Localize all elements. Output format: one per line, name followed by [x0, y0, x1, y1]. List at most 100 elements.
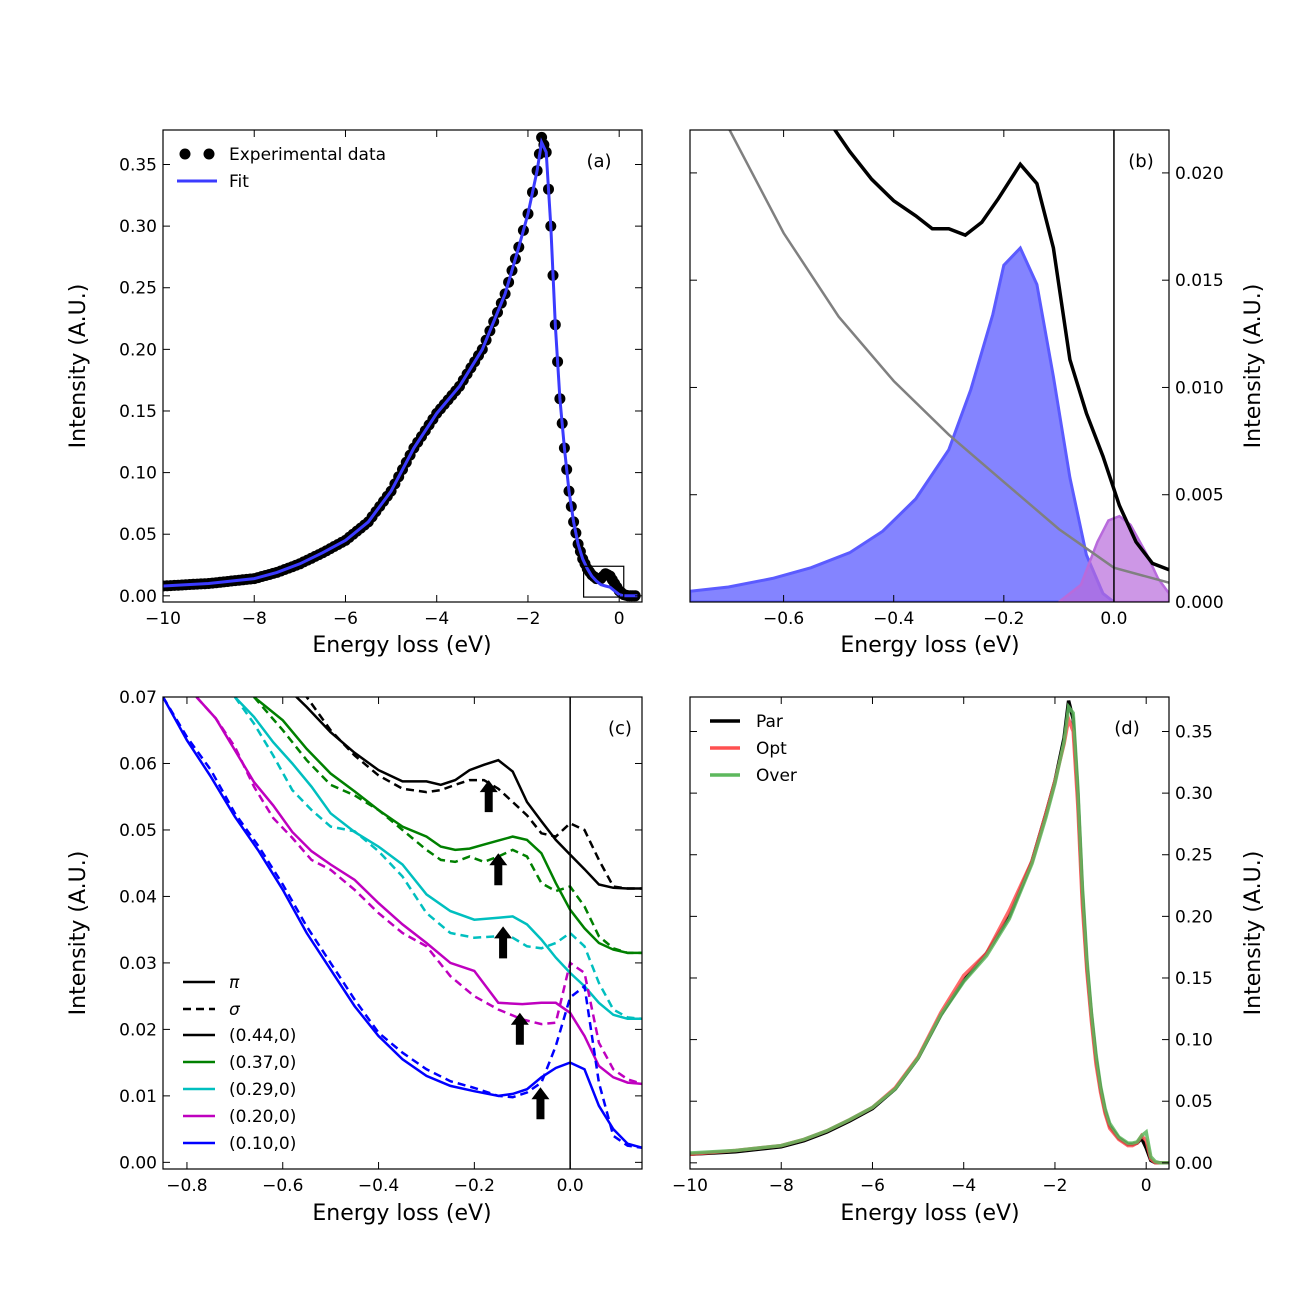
- series-line-sigma: [195, 697, 642, 1086]
- series-line-sigma: [304, 697, 642, 890]
- x-tick-label: 0.0: [557, 1176, 584, 1196]
- y-tick-label: 0.02: [119, 1020, 157, 1040]
- y-tick-label: 0.07: [119, 688, 157, 708]
- panel-b: −0.6 −0.4 −0.2 0.0 0.000 0.005 0.010 0.015 0.020…: [689, 129, 1266, 658]
- legend-label-sigma: σ: [229, 1000, 241, 1020]
- peak-arrow-icon: [489, 853, 508, 886]
- peak-arrow-icon: [494, 926, 513, 959]
- panel-b-frame: [689, 129, 1170, 603]
- y-tick-label: 0.35: [1175, 723, 1213, 743]
- legend-label-pi: π: [229, 973, 240, 993]
- x-tick-label: −10: [672, 1176, 708, 1196]
- panel-a-ylabel: Intensity (A.U.): [66, 284, 91, 449]
- x-tick-label: −0.4: [873, 609, 914, 629]
- y-tick-label: 0.35: [119, 156, 157, 176]
- series-line-pi: [253, 697, 642, 955]
- panel-c-ylabel: Intensity (A.U.): [66, 851, 91, 1016]
- x-tick-label: −0.6: [763, 609, 804, 629]
- y-tick-label: 0.00: [1175, 1154, 1213, 1174]
- legend-label-010: (0.10,0): [229, 1134, 296, 1154]
- y-tick-label: 0.00: [119, 1153, 157, 1173]
- y-tick-label: 0.05: [119, 525, 157, 545]
- panel-c-frame: [162, 696, 643, 1170]
- y-tick-label: 0.10: [119, 464, 157, 484]
- panel-d-xlabel: Energy loss (eV): [840, 1201, 1019, 1226]
- series-area-peak: [690, 245, 1115, 602]
- panel-a: −10 −8 −6 −4 −2 0 0.00 0.05 0.10 0.15 0.20 0.25 0.30…: [66, 129, 643, 658]
- panel-b-ylabel: Intensity (A.U.): [1241, 284, 1266, 449]
- y-tick-label: 0.15: [1175, 969, 1213, 989]
- x-tick-label: −0.4: [358, 1176, 399, 1196]
- y-tick-label: 0.010: [1175, 378, 1224, 398]
- panel-d-frame: [689, 696, 1170, 1170]
- x-tick-label: −8: [769, 1176, 794, 1196]
- panel-d-legend: Par Opt Over: [710, 712, 797, 786]
- x-tick-label: −0.2: [454, 1176, 495, 1196]
- panel-b-label: (b): [1128, 151, 1153, 172]
- series-line-pi: [195, 697, 642, 1086]
- panel-b-xlabel: Energy loss (eV): [840, 633, 1019, 658]
- panel-d: −10 −8 −6 −4 −2 0 0.00 0.05 0.10 0.15 0.20 0.25 0.30…: [672, 696, 1266, 1226]
- series-line-fit: [163, 137, 638, 598]
- legend-label-opt: Opt: [756, 739, 787, 759]
- series-line-sigma: [253, 697, 642, 955]
- peak-arrow-icon: [479, 780, 498, 813]
- x-tick-label: −4: [424, 609, 449, 629]
- y-tick-label: 0.15: [119, 402, 157, 422]
- panel-c: −0.8 −0.6 −0.4 −0.2 0.0 0.00 0.01 0.02 0.03 0.04 0…: [66, 688, 643, 1226]
- series-line-pi: [163, 697, 642, 1149]
- legend-label-020: (0.20,0): [229, 1107, 296, 1127]
- x-tick-label: −6: [333, 609, 358, 629]
- y-tick-label: 0.20: [119, 340, 157, 360]
- y-tick-label: 0.000: [1175, 593, 1224, 613]
- x-tick-label: −8: [242, 609, 267, 629]
- y-tick-label: 0.05: [119, 821, 157, 841]
- peak-arrow-icon: [510, 1012, 529, 1045]
- y-tick-label: 0.015: [1175, 271, 1224, 291]
- y-tick-label: 0.06: [119, 754, 157, 774]
- panel-c-data: [163, 697, 642, 1169]
- y-tick-label: 0.10: [1175, 1031, 1213, 1051]
- series-line-data: [832, 130, 1169, 572]
- legend-label-037: (0.37,0): [229, 1053, 296, 1073]
- panel-c-label: (c): [608, 718, 632, 739]
- panel-a-label: (a): [586, 151, 611, 172]
- panel-a-legend: Experimental data Fit: [177, 145, 386, 192]
- panel-a-frame: [162, 129, 643, 603]
- panel-c-legend: π σ (0.44,0) (0.37,0) (0.29,0) (0.20,0) …: [183, 973, 296, 1154]
- legend-label-experimental: Experimental data: [229, 145, 386, 165]
- y-tick-label: 0.020: [1175, 164, 1224, 184]
- y-tick-label: 0.05: [1175, 1092, 1213, 1112]
- panel-d-data: [690, 700, 1169, 1165]
- series-line-over: [690, 702, 1169, 1165]
- x-tick-label: 0: [1141, 1176, 1152, 1196]
- peak-arrow-icon: [531, 1087, 550, 1120]
- x-tick-label: 0.0: [1100, 609, 1127, 629]
- inset-box: [583, 565, 625, 598]
- panel-a-xlabel: Energy loss (eV): [312, 633, 491, 658]
- legend-label-over: Over: [756, 766, 797, 786]
- x-tick-label: −4: [951, 1176, 976, 1196]
- panel-c-xlabel: Energy loss (eV): [312, 1201, 491, 1226]
- y-tick-label: 0.01: [119, 1087, 157, 1107]
- y-tick-label: 0.25: [119, 279, 157, 299]
- legend-label-fit: Fit: [229, 172, 249, 192]
- y-tick-label: 0.25: [1175, 846, 1213, 866]
- x-tick-label: −2: [1042, 1176, 1067, 1196]
- y-tick-label: 0.03: [119, 954, 157, 974]
- y-tick-label: 0.00: [119, 587, 157, 607]
- y-tick-label: 0.20: [1175, 907, 1213, 927]
- x-tick-label: −0.6: [262, 1176, 303, 1196]
- x-tick-label: −10: [145, 609, 181, 629]
- x-tick-label: −2: [515, 609, 540, 629]
- x-tick-label: −6: [860, 1176, 885, 1196]
- legend-marker-experimental: [179, 148, 191, 160]
- series-line-background: [728, 130, 1169, 584]
- x-tick-label: −0.8: [166, 1176, 207, 1196]
- legend-label-044: (0.44,0): [229, 1026, 296, 1046]
- series-line-sigma: [163, 697, 642, 1149]
- panel-b-data: [690, 130, 1169, 602]
- panel-a-data: [163, 131, 641, 602]
- x-tick-label: 0: [614, 609, 625, 629]
